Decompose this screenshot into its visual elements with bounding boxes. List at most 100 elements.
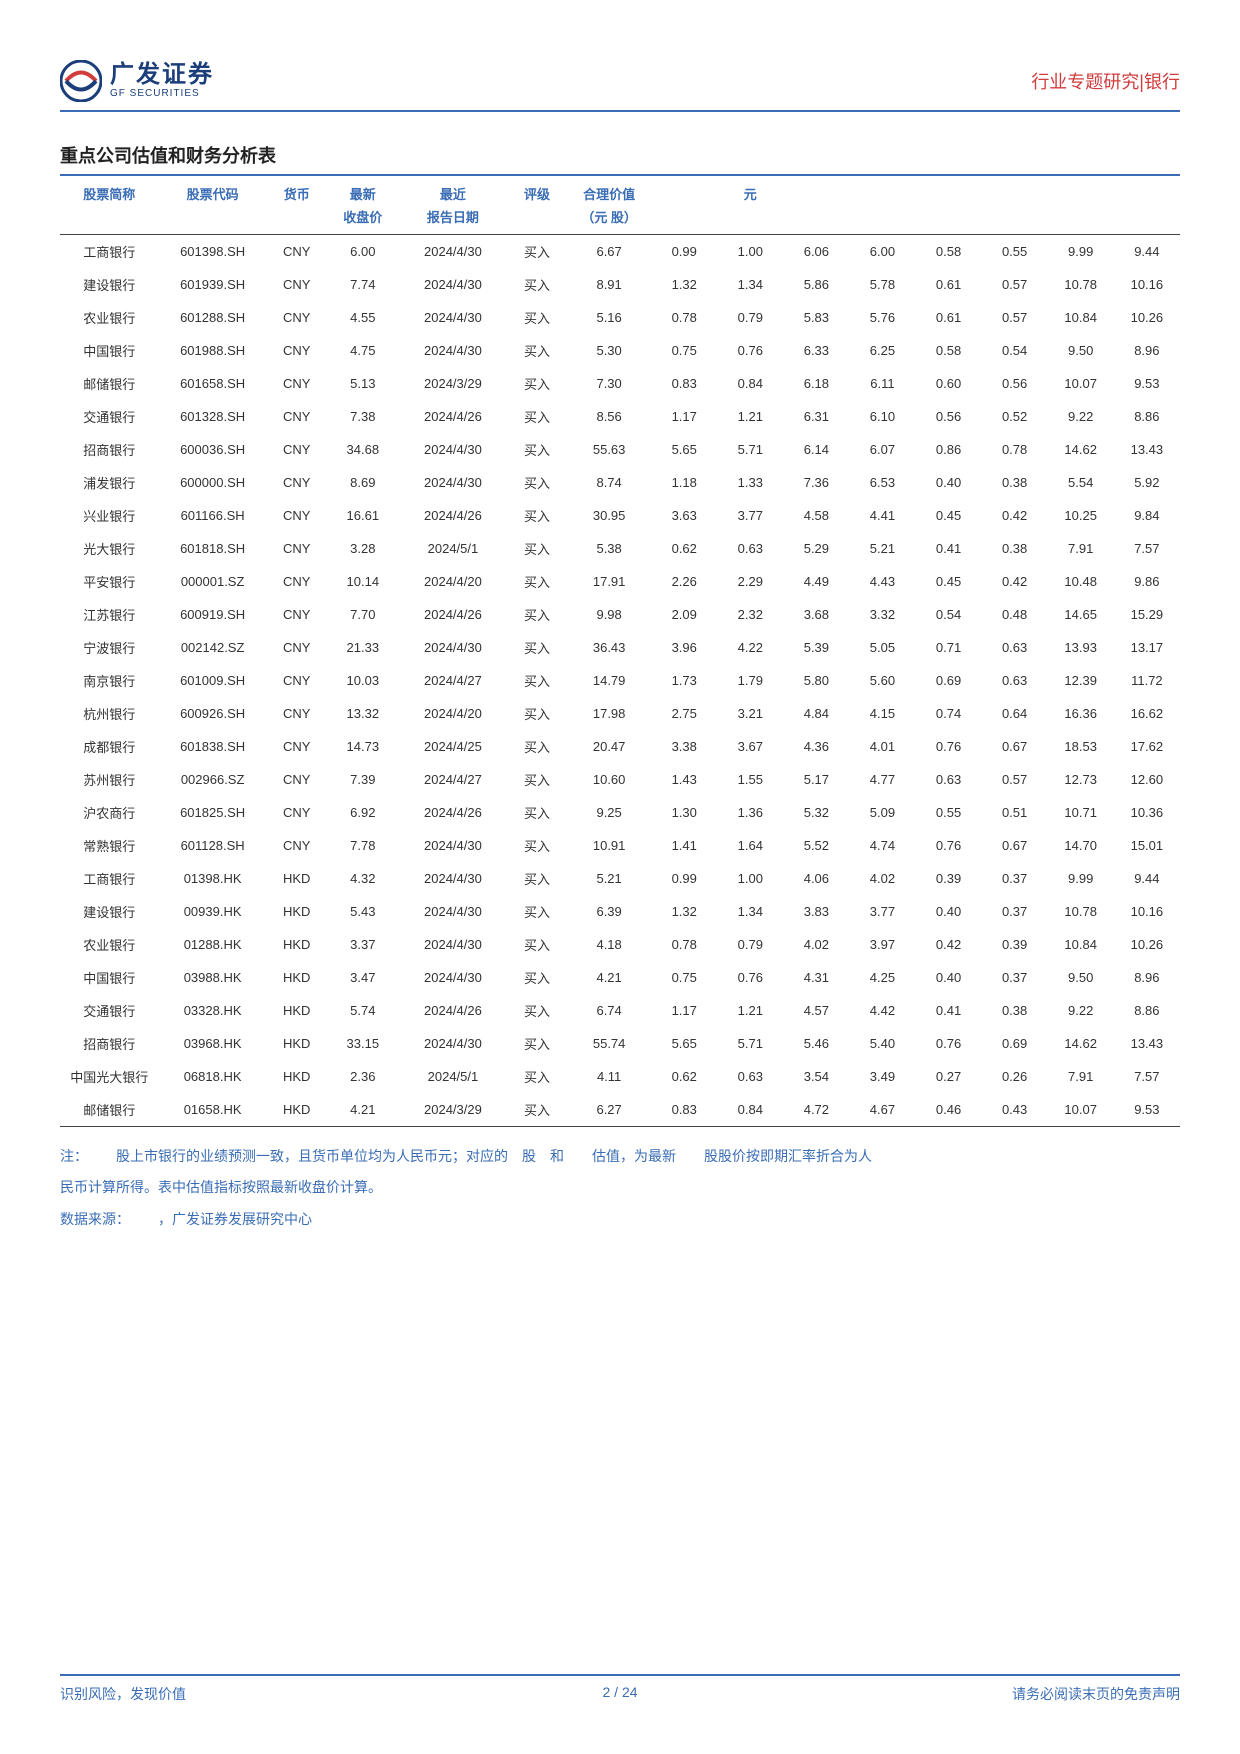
table-cell: 16.36	[1048, 697, 1114, 730]
table-cell: 9.84	[1114, 499, 1180, 532]
table-cell: 10.78	[1048, 895, 1114, 928]
table-cell: 买入	[507, 697, 567, 730]
table-cell: 3.68	[783, 598, 849, 631]
table-subheader-cell	[717, 205, 783, 235]
table-cell: 9.44	[1114, 862, 1180, 895]
table-subheader-cell: 收盘价	[327, 205, 399, 235]
table-cell: 0.84	[717, 367, 783, 400]
table-cell: 2024/4/30	[399, 862, 507, 895]
table-cell: 买入	[507, 466, 567, 499]
table-cell: 买入	[507, 268, 567, 301]
table-cell: 2024/4/30	[399, 433, 507, 466]
table-cell: 买入	[507, 367, 567, 400]
table-cell: 买入	[507, 1060, 567, 1093]
table-cell: 5.54	[1048, 466, 1114, 499]
table-cell: 4.55	[327, 301, 399, 334]
table-cell: 03328.HK	[159, 994, 267, 1027]
table-cell: 买入	[507, 400, 567, 433]
page-footer: 识别风险，发现价值 2 / 24 请务必阅读末页的免责声明	[60, 1674, 1180, 1704]
table-cell: 6.39	[567, 895, 651, 928]
table-cell: 2.26	[651, 565, 717, 598]
table-cell: 5.86	[783, 268, 849, 301]
table-cell: 1.79	[717, 664, 783, 697]
table-cell: 10.84	[1048, 301, 1114, 334]
table-cell: 3.63	[651, 499, 717, 532]
table-cell: 3.77	[849, 895, 915, 928]
table-cell: 20.47	[567, 730, 651, 763]
table-cell: 买入	[507, 631, 567, 664]
table-cell: 6.06	[783, 235, 849, 269]
table-cell: 3.47	[327, 961, 399, 994]
table-cell: 5.71	[717, 1027, 783, 1060]
table-cell: 5.05	[849, 631, 915, 664]
table-cell: 1.33	[717, 466, 783, 499]
table-subheader-cell	[849, 205, 915, 235]
table-cell: 601288.SH	[159, 301, 267, 334]
table-cell: 0.67	[982, 829, 1048, 862]
table-header-cell	[849, 176, 915, 205]
table-cell: 3.38	[651, 730, 717, 763]
table-row: 建设银行00939.HKHKD5.432024/4/30买入6.391.321.…	[60, 895, 1180, 928]
table-cell: 4.02	[783, 928, 849, 961]
table-cell: 5.38	[567, 532, 651, 565]
table-cell: 13.32	[327, 697, 399, 730]
table-cell: 农业银行	[60, 928, 159, 961]
table-header-cell	[1048, 176, 1114, 205]
table-cell: 2024/4/30	[399, 301, 507, 334]
table-cell: 7.78	[327, 829, 399, 862]
table-cell: 10.84	[1048, 928, 1114, 961]
table-cell: 9.99	[1048, 862, 1114, 895]
table-cell: 13.93	[1048, 631, 1114, 664]
table-cell: 8.91	[567, 268, 651, 301]
table-cell: 0.83	[651, 1093, 717, 1127]
table-cell: 买入	[507, 730, 567, 763]
table-cell: 0.64	[982, 697, 1048, 730]
table-subheader-cell	[783, 205, 849, 235]
table-cell: 9.50	[1048, 334, 1114, 367]
table-cell: 601838.SH	[159, 730, 267, 763]
table-cell: 1.18	[651, 466, 717, 499]
footer-page-number: 2 / 24	[602, 1684, 637, 1700]
table-cell: 6.74	[567, 994, 651, 1027]
table-cell: 1.00	[717, 862, 783, 895]
table-cell: 6.92	[327, 796, 399, 829]
table-cell: 杭州银行	[60, 697, 159, 730]
table-cell: 10.60	[567, 763, 651, 796]
table-cell: 0.57	[982, 763, 1048, 796]
table-cell: 4.58	[783, 499, 849, 532]
table-cell: 5.65	[651, 1027, 717, 1060]
table-row: 交通银行601328.SHCNY7.382024/4/26买入8.561.171…	[60, 400, 1180, 433]
table-cell: 0.42	[982, 565, 1048, 598]
table-cell: 5.92	[1114, 466, 1180, 499]
page-header: 广发证券 GF SECURITIES 行业专题研究|银行	[60, 60, 1180, 112]
footer-left: 识别风险，发现价值	[60, 1684, 186, 1704]
table-cell: 买入	[507, 763, 567, 796]
table-cell: 买入	[507, 928, 567, 961]
table-cell: 买入	[507, 895, 567, 928]
table-cell: 601128.SH	[159, 829, 267, 862]
table-cell: 3.21	[717, 697, 783, 730]
table-cell: 买入	[507, 598, 567, 631]
table-cell: 0.99	[651, 862, 717, 895]
table-cell: 8.56	[567, 400, 651, 433]
table-row: 兴业银行601166.SHCNY16.612024/4/26买入30.953.6…	[60, 499, 1180, 532]
table-cell: CNY	[267, 268, 327, 301]
table-cell: 工商银行	[60, 235, 159, 269]
table-cell: 6.18	[783, 367, 849, 400]
table-cell: 农业银行	[60, 301, 159, 334]
table-cell: 0.46	[916, 1093, 982, 1127]
table-cell: 2.09	[651, 598, 717, 631]
table-cell: 0.79	[717, 928, 783, 961]
table-cell: 7.57	[1114, 532, 1180, 565]
table-row: 招商银行600036.SHCNY34.682024/4/30买入55.635.6…	[60, 433, 1180, 466]
table-cell: 6.31	[783, 400, 849, 433]
table-cell: 0.37	[982, 895, 1048, 928]
table-cell: CNY	[267, 433, 327, 466]
table-cell: 9.50	[1048, 961, 1114, 994]
table-cell: 0.63	[717, 1060, 783, 1093]
logo-icon	[60, 60, 102, 102]
table-cell: 0.26	[982, 1060, 1048, 1093]
table-cell: 0.58	[916, 334, 982, 367]
table-cell: CNY	[267, 367, 327, 400]
table-cell: 16.61	[327, 499, 399, 532]
